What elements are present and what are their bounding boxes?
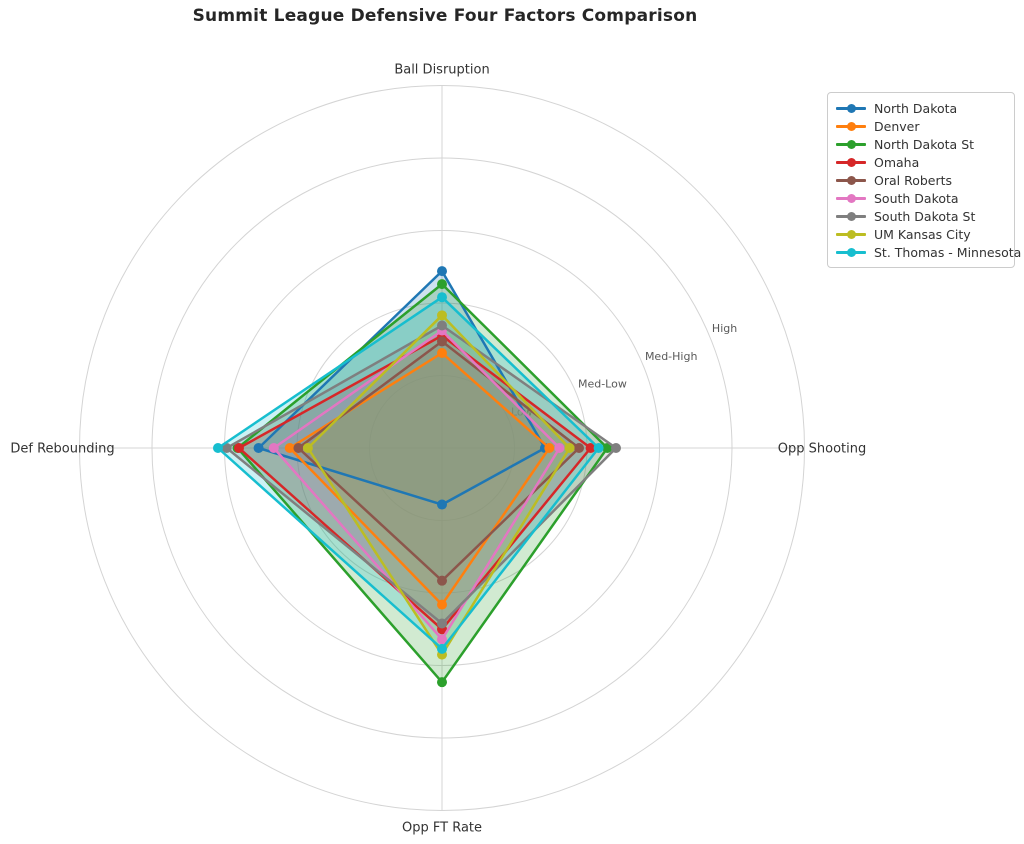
legend-item-label: North Dakota St [874, 136, 975, 152]
legend-line-marker-swatch [836, 229, 866, 239]
series-marker-st-thomas-minnesota [212, 443, 223, 453]
series-marker-oral-roberts [437, 336, 447, 347]
series-marker-south-dakota [437, 634, 447, 645]
ring-tick-label: High [712, 322, 737, 335]
ring-tick-label: Med-Low [578, 378, 627, 391]
legend-item-label: UM Kansas City [874, 226, 971, 242]
legend-item-south-dakota: South Dakota [836, 189, 1006, 207]
legend-item-north-dakota: North Dakota [836, 99, 1006, 117]
legend-line-marker-swatch [836, 121, 866, 131]
legend-line-marker-swatch [836, 103, 866, 113]
series-marker-st-thomas-minnesota [593, 443, 604, 453]
series-marker-st-thomas-minnesota [437, 643, 447, 654]
legend-item-denver: Denver [836, 117, 1006, 135]
series-marker-um-kansas-city [437, 310, 447, 321]
axis-label-ball-disruption: Ball Disruption [394, 63, 489, 78]
series-marker-oral-roberts [293, 443, 304, 453]
series-marker-north-dakota [253, 443, 264, 453]
series-marker-st-thomas-minnesota [437, 292, 447, 303]
series-marker-south-dakota [554, 443, 565, 453]
series-marker-omaha [234, 443, 244, 453]
legend-line-marker-swatch [836, 193, 866, 203]
series-marker-denver [544, 443, 555, 453]
series-fill-north-dakota-st [237, 284, 608, 683]
series-marker-south-dakota-st [221, 443, 232, 453]
series-marker-south-dakota-st [611, 443, 621, 453]
legend-item-oral-roberts: Oral Roberts [836, 171, 1006, 189]
legend-item-label: South Dakota [874, 190, 959, 206]
legend-item-label: Oral Roberts [874, 172, 953, 188]
series-marker-north-dakota [437, 266, 447, 277]
axis-label-def-rebounding: Def Rebounding [10, 442, 114, 457]
legend-item-label: Omaha [874, 154, 920, 170]
series-marker-oral-roberts [574, 443, 585, 453]
series-marker-oral-roberts [437, 575, 447, 586]
legend-line-marker-swatch [836, 157, 866, 167]
legend-item-omaha: Omaha [836, 153, 1006, 171]
series-marker-north-dakota [437, 499, 447, 510]
series-marker-south-dakota [268, 443, 279, 453]
series-fill-um-kansas-city [307, 315, 570, 655]
series-marker-north-dakota-st [437, 279, 447, 290]
legend-item-south-dakota-st: South Dakota St [836, 207, 1006, 225]
legend-line-marker-swatch [836, 139, 866, 149]
legend-item-label: Denver [874, 118, 920, 134]
legend-item-label: South Dakota St [874, 208, 976, 224]
series-marker-denver [284, 443, 295, 453]
series-marker-south-dakota-st [437, 320, 447, 331]
series-marker-um-kansas-city [564, 443, 575, 453]
axis-label-opp-ft-rate: Opp FT Rate [402, 821, 482, 836]
chart-title: Summit League Defensive Four Factors Com… [192, 6, 698, 26]
legend-item-um-kansas-city: UM Kansas City [836, 225, 1006, 243]
legend-line-marker-swatch [836, 211, 866, 221]
legend-line-marker-swatch [836, 175, 866, 185]
legend-item-label: St. Thomas - Minnesota [874, 244, 1022, 260]
series-fill-north-dakota [258, 271, 545, 505]
series-marker-south-dakota-st [437, 618, 447, 629]
legend-item-north-dakota-st: North Dakota St [836, 135, 1006, 153]
series-marker-um-kansas-city [302, 443, 313, 453]
legend-item-st-thomas-minnesota: St. Thomas - Minnesota [836, 243, 1021, 261]
series-fill-oral-roberts [298, 341, 579, 581]
series-marker-north-dakota-st [437, 677, 447, 688]
series-marker-north-dakota-st [602, 443, 613, 453]
ring-tick-label: Med-High [645, 350, 698, 363]
legend-item-label: North Dakota [874, 100, 958, 116]
legend-line-marker-swatch [836, 247, 866, 257]
series-marker-omaha [585, 443, 596, 453]
series-marker-denver [437, 599, 447, 610]
legend: North Dakota Denver North Dakota St Omaha Or… [827, 92, 1021, 268]
series-marker-denver [437, 348, 447, 359]
series-fill-omaha [239, 335, 591, 630]
axis-label-opp-shooting: Opp Shooting [778, 442, 866, 457]
